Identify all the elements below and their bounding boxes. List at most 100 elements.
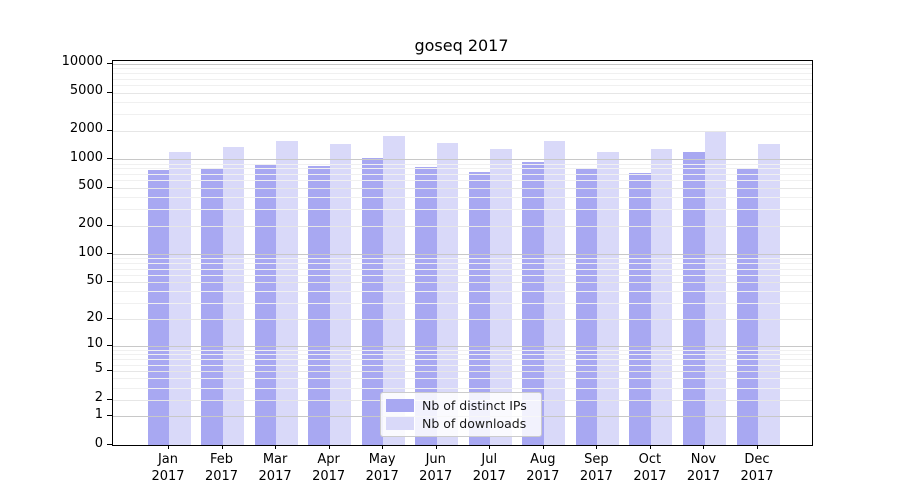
x-tick-mark [596,445,598,449]
x-tick-mark [542,445,544,449]
bar-nb-of-distinct-ips [736,168,758,445]
bar-nb-of-distinct-ips [629,172,651,445]
x-tick-label-jan: Jan 2017 [151,452,185,484]
y-tick-mark [107,415,112,417]
x-tick-label-jun: Jun 2017 [419,452,453,484]
gridline [113,268,812,270]
y-tick-label: 50 [86,272,103,288]
gridline [113,364,812,366]
gridline [113,370,812,372]
bar-nb-of-downloads [758,144,780,445]
x-tick-mark [382,445,384,449]
y-tick-label: 2 [94,390,103,406]
gridline [113,197,812,199]
y-tick-mark [107,281,112,283]
legend-label-distinct-ips: Nb of distinct IPs [422,398,527,414]
x-tick-label-may: May 2017 [365,452,399,484]
bar-nb-of-downloads [329,143,352,445]
x-tick-mark [221,445,223,449]
legend-item-downloads: Nb of downloads [386,416,536,431]
y-tick-mark [107,62,112,64]
y-tick-label: 10000 [61,54,103,70]
y-tick-label: 20 [86,309,103,325]
y-tick-label: 100 [78,244,103,260]
gridline [113,349,812,351]
bar-nb-of-downloads [650,149,673,445]
bar-nb-of-distinct-ips [415,167,437,445]
x-tick-mark [328,445,330,449]
y-tick-mark [107,158,112,160]
bar-nb-of-downloads [169,152,191,445]
x-tick-label-dec: Dec 2017 [740,452,774,484]
y-tick-mark [107,398,112,400]
gridline [113,208,812,210]
legend-swatch-distinct-ips [386,399,414,413]
y-tick-mark [107,186,112,188]
gridline [113,85,812,87]
gridline [113,101,812,103]
gridline [113,319,812,321]
gridline [113,159,812,161]
gridline [113,254,812,256]
legend: Nb of distinct IPs Nb of downloads [380,392,542,437]
x-tick-label-jul: Jul 2017 [472,452,506,484]
bar-nb-of-downloads [543,141,566,445]
gridline [113,180,812,182]
y-tick-label: 5000 [69,83,103,99]
y-tick-label: 1 [94,406,103,422]
y-tick-mark [107,369,112,371]
gridline [113,130,812,132]
x-tick-label-apr: Apr 2017 [312,452,346,484]
gridline [113,113,812,115]
gridline [113,163,812,165]
bar-nb-of-downloads [704,131,726,445]
y-tick-mark [107,253,112,255]
chart-title: goseq 2017 [414,36,509,55]
gridline [113,354,812,356]
x-tick-label-nov: Nov 2017 [686,452,720,484]
x-tick-label-oct: Oct 2017 [633,452,667,484]
plot-area [112,60,813,446]
bar-nb-of-downloads [222,146,244,445]
gridline [113,173,812,175]
gridline [113,274,812,276]
bar-nb-of-distinct-ips [575,169,598,445]
legend-label-downloads: Nb of downloads [422,415,527,431]
x-tick-mark [756,445,758,449]
gridline [113,359,812,360]
x-tick-mark [168,445,169,449]
x-tick-label-aug: Aug 2017 [526,452,560,484]
bar-nb-of-downloads [436,143,459,445]
gridline [113,225,812,227]
x-tick-mark [703,445,705,449]
gridline [113,92,812,94]
gridline [113,78,812,80]
gridline [113,387,812,389]
bar-nb-of-distinct-ips [147,170,169,445]
legend-swatch-downloads [386,416,414,430]
gridline [113,302,812,304]
y-tick-label: 10 [86,336,103,352]
y-tick-label: 200 [78,216,103,232]
bar-nb-of-downloads [276,141,298,445]
bar-nb-of-downloads [597,151,619,445]
bar-nb-of-distinct-ips [308,165,330,445]
y-tick-mark [107,91,112,93]
gridline [113,73,812,75]
bar-nb-of-distinct-ips [361,158,384,445]
gridline [113,64,812,65]
y-tick-label: 2000 [69,121,103,137]
y-tick-label: 1000 [69,149,103,165]
x-tick-mark [435,445,437,449]
bar-nb-of-distinct-ips [201,167,223,445]
x-tick-label-sep: Sep 2017 [579,452,613,484]
gridline [113,68,812,70]
y-tick-mark [107,224,112,226]
gridline [113,168,812,170]
x-tick-label-mar: Mar 2017 [258,452,292,484]
gridline [113,187,812,189]
bar-nb-of-distinct-ips [254,164,277,445]
bar-nb-of-downloads [383,135,405,445]
gridline [113,258,812,260]
